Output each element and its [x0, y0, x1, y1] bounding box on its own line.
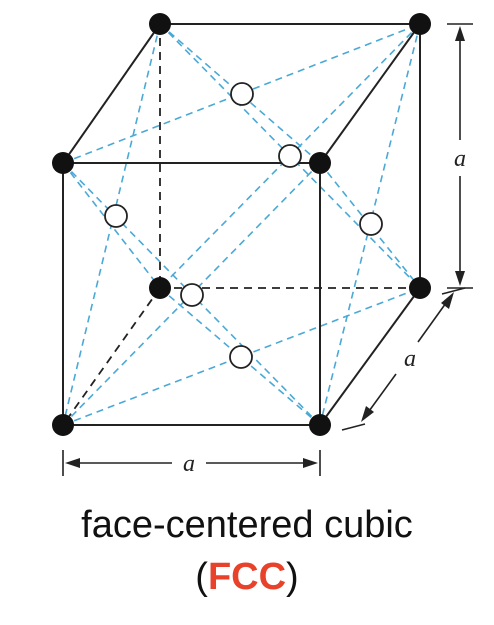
corner-atom — [309, 414, 331, 436]
arrowhead — [303, 458, 318, 468]
dimension-label-bottom: a — [183, 451, 195, 477]
arrowhead — [455, 271, 465, 286]
edge — [319, 23, 421, 164]
face-atom-front — [180, 283, 204, 307]
corner-atom — [409, 13, 431, 35]
caption-open-paren: ( — [195, 556, 208, 598]
dimension-label-depth: a — [404, 346, 416, 372]
bottom-face-diagonal — [62, 287, 421, 426]
caption-close-paren: ) — [286, 556, 299, 598]
arrowhead — [361, 406, 374, 422]
left-face-diagonal — [62, 162, 161, 289]
dimension-label-right: a — [454, 146, 466, 172]
dimension-bottom — [62, 450, 321, 476]
dimension-tick — [341, 423, 366, 431]
face-atom-bottom — [229, 345, 253, 369]
edge — [319, 287, 421, 426]
corner-atom — [409, 277, 431, 299]
right-face-diagonal — [319, 162, 421, 289]
cube-edges — [62, 23, 421, 426]
corner-atom — [52, 152, 74, 174]
arrowhead — [441, 292, 454, 309]
fcc-unit-cell-diagram: a a a — [52, 13, 473, 477]
corner-atom — [52, 414, 74, 436]
face-atom-left — [104, 204, 128, 228]
hidden-edges — [62, 24, 420, 426]
face-atom-right — [359, 212, 383, 236]
dimension-depth — [341, 287, 466, 431]
dimension-right-vertical — [447, 23, 473, 289]
face-atom-top — [230, 82, 254, 106]
face-atoms — [104, 82, 383, 369]
corner-atom — [309, 152, 331, 174]
arrowhead — [455, 26, 465, 41]
top-face-diagonal — [62, 23, 421, 164]
corner-atoms — [52, 13, 431, 436]
face-atom-back — [278, 144, 302, 168]
caption-title: face-centered cubic — [81, 504, 413, 546]
caption-acronym: FCC — [207, 556, 287, 598]
arrowhead — [65, 458, 80, 468]
edge — [62, 23, 161, 164]
corner-atom — [149, 13, 171, 35]
hidden-edge-left-bottom — [62, 287, 161, 426]
caption-acronym-line: (FCC) — [0, 556, 494, 599]
corner-atom — [149, 277, 171, 299]
dimension-tick — [441, 287, 466, 295]
